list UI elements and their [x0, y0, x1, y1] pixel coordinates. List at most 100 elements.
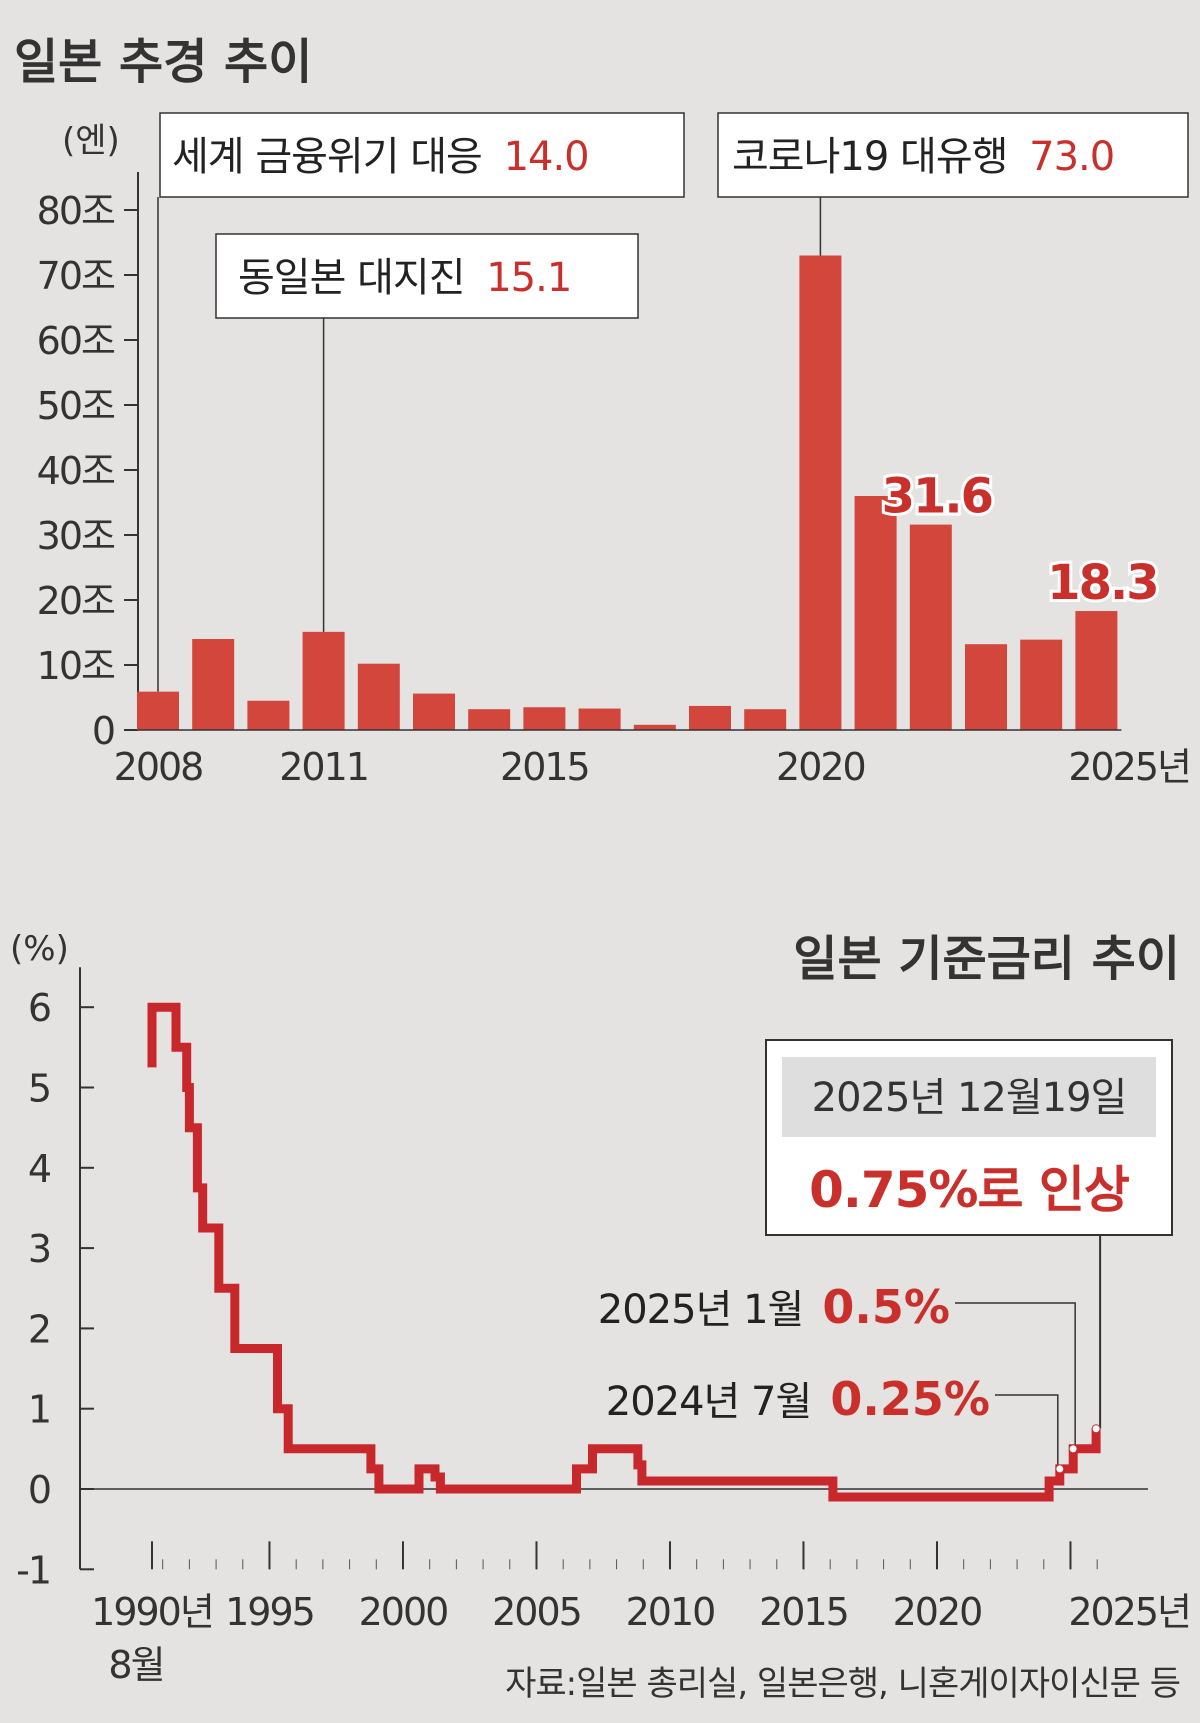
budget-y-tick-label: 80조 [37, 189, 115, 233]
rate-callout-date-bg [782, 1057, 1156, 1137]
budget-annotation-leaders [157, 197, 822, 692]
rate-x-axis [80, 1488, 1148, 1570]
rate-y-tick-label: 0 [28, 1468, 50, 1512]
annotation-financial-crisis: 세계 금융위기 대응 14.0 [159, 112, 685, 198]
rate-y-tick-label: 5 [28, 1067, 50, 1111]
rate-callout-text: 0.75%로 인상 [809, 1161, 1130, 1219]
rate-x-tick-label: 1990년 [91, 1590, 213, 1634]
rate-annotation-jan2025-value: 0.5% [822, 1280, 950, 1334]
budget-bar-2024 [1020, 639, 1063, 730]
rate-x-tick-labels: 1990년 1995 2000 2005 2010 2015 2020 2025년 8월 [91, 1590, 1192, 1687]
annotation-covid-label: 코로나19 대유행 [732, 134, 1007, 180]
budget-data-labels: 31.6 18.3 [879, 466, 1163, 614]
budget-data-label-2022: 31.6 [882, 469, 992, 525]
budget-bar-2023 [965, 644, 1007, 730]
rate-y-tick-label: -1 [16, 1548, 50, 1592]
rate-jul2024-leader [995, 1394, 1059, 1465]
rate-x-tick-label: 2025년 [1068, 1590, 1190, 1634]
budget-bar-2011 [302, 631, 345, 730]
source-note: 자료:일본 총리실, 일본은행, 니혼게이자이신문 등 [505, 1664, 1180, 1704]
budget-bar-2017 [633, 724, 676, 730]
budget-bar-2013 [413, 693, 455, 730]
annotation-earthquake-value: 15.1 [486, 255, 571, 301]
rate-annotation-leaders [955, 1235, 1102, 1465]
rate-x-tick-label: 2015 [759, 1590, 848, 1634]
budget-bar-2016 [578, 708, 621, 730]
rate-annotation-jul2024-value: 0.25% [830, 1372, 990, 1426]
budget-bar-2018 [689, 705, 731, 730]
annotation-earthquake-label: 동일본 대지진 [238, 255, 465, 301]
annotation-financial-crisis-value: 14.0 [504, 134, 589, 180]
rate-y-tick-labels: -1 0 1 2 3 4 5 6 [16, 986, 53, 1592]
annotation-covid-value: 73.0 [1029, 134, 1114, 180]
budget-y-tick-label: 30조 [37, 514, 115, 558]
budget-y-axis [124, 172, 139, 731]
rate-callout-date: 2025년 12월19일 [812, 1075, 1127, 1121]
rate-x-tick-label: 2000 [359, 1590, 448, 1634]
budget-bars [137, 255, 1122, 731]
budget-bar-2020 [799, 255, 842, 730]
budget-bar-2021 [854, 496, 897, 730]
rate-y-tick-label: 3 [28, 1227, 50, 1271]
budget-bar-2008 [137, 691, 179, 730]
rate-x-tick-label: 2020 [893, 1590, 982, 1634]
rate-x-tick-label: 2010 [626, 1590, 715, 1634]
rate-x-first-tick-sublabel: 8월 [108, 1643, 163, 1687]
rate-y-tick-label: 6 [28, 986, 50, 1030]
rate-chart-title: 일본 기준금리 추이 [793, 931, 1180, 987]
rate-y-tick-label: 1 [28, 1388, 50, 1432]
rate-y-axis [79, 967, 94, 1571]
budget-x-tick-label: 2011 [279, 745, 368, 789]
budget-bar-2012 [357, 663, 400, 730]
rate-x-tick-label: 2005 [492, 1590, 581, 1634]
budget-y-tick-label: 60조 [37, 319, 115, 363]
budget-y-tick-label: 50조 [37, 384, 115, 428]
rate-y-tick-label: 2 [28, 1307, 50, 1351]
rate-annotation-jul2024: 2024년 7월 0.25% [606, 1372, 990, 1426]
budget-y-tick-label: 10조 [37, 644, 115, 688]
budget-y-tick-label: 40조 [37, 449, 115, 493]
rate-annotation-jul2024-label: 2024년 7월 [606, 1379, 812, 1425]
rate-annotation-jan2025: 2025년 1월 0.5% [598, 1280, 950, 1334]
rate-annotation-jan2025-label: 2025년 1월 [598, 1287, 804, 1333]
budget-chart-title: 일본 추경 추이 [14, 34, 312, 90]
rate-jan2025-leader [955, 1302, 1076, 1445]
budget-bar-2009 [192, 639, 235, 730]
budget-bar-2014 [468, 709, 511, 730]
rate-annotation-jan2025-text: 2025년 1월 0.5% [598, 1280, 950, 1334]
budget-y-tick-labels: 0 10조 20조 30조 40조 50조 60조 70조 80조 [37, 189, 117, 753]
budget-bar-2010 [247, 700, 290, 730]
rate-annotation-jul2024-text: 2024년 7월 0.25% [606, 1372, 990, 1426]
rate-unit-label: (%) [10, 929, 69, 969]
rate-event-marker-1 [1068, 1444, 1078, 1454]
budget-unit-label: (엔) [62, 121, 120, 161]
budget-bar-2015 [523, 707, 566, 730]
annotation-financial-crisis-text: 세계 금융위기 대응 14.0 [172, 134, 589, 180]
rate-event-marker-2 [1091, 1424, 1101, 1434]
rate-event-marker-0 [1055, 1464, 1065, 1474]
budget-y-tick-label: 20조 [37, 579, 115, 623]
annotation-earthquake-text: 동일본 대지진 15.1 [238, 255, 571, 301]
budget-x-tick-label: 2015 [500, 745, 589, 789]
budget-bar-2025 [1075, 611, 1118, 730]
rate-callout: 2025년 12월19일 0.75%로 인상 [765, 1039, 1173, 1236]
rate-y-tick-label: 4 [28, 1147, 51, 1191]
annotation-financial-crisis-label: 세계 금융위기 대응 [172, 134, 482, 180]
budget-y-tick-label: 0 [92, 709, 114, 753]
budget-data-label-2025: 18.3 [1047, 555, 1157, 611]
budget-x-tick-labels: 2008 2011 2015 2020 2025년 [114, 745, 1192, 789]
budget-y-tick-label: 70조 [37, 254, 115, 298]
rate-series-line [147, 1002, 1101, 1502]
rate-x-tick-label: 1995 [225, 1590, 314, 1634]
budget-bar-2022 [909, 524, 952, 730]
annotation-covid-text: 코로나19 대유행 73.0 [732, 134, 1114, 180]
annotation-earthquake: 동일본 대지진 15.1 [215, 233, 639, 319]
budget-x-tick-label: 2025년 [1068, 745, 1190, 789]
budget-bar-2019 [744, 709, 787, 730]
rate-event-markers [1055, 1424, 1101, 1474]
budget-x-tick-label: 2008 [114, 745, 203, 789]
budget-x-tick-label: 2020 [776, 745, 865, 789]
annotation-covid: 코로나19 대유행 73.0 [717, 112, 1189, 198]
